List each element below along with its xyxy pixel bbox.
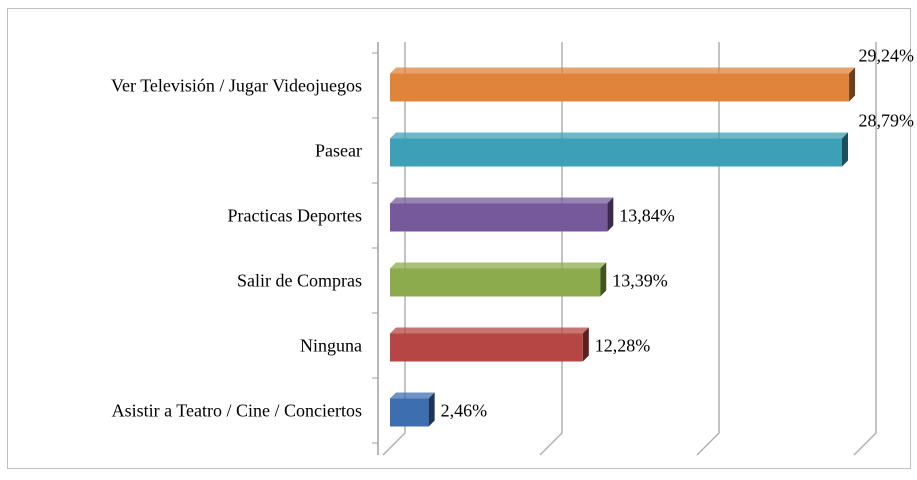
y-tick-label: Asistir a Teatro / Cine / Conciertos (112, 401, 362, 421)
y-tick-label: Pasear (315, 141, 362, 161)
bar-face (390, 333, 583, 362)
bar-face (582, 327, 589, 362)
bar-face (390, 67, 856, 74)
y-tick-label: Ver Televisión / Jugar Videojuegos (111, 76, 362, 96)
bar-face (390, 73, 850, 102)
bar-face (390, 398, 429, 427)
bar-face (428, 392, 435, 427)
grid-line (696, 42, 720, 456)
bar-face (390, 132, 849, 139)
y-tick-label: Salir de Compras (237, 271, 362, 291)
bar (390, 197, 614, 232)
bar-face (607, 197, 614, 232)
bar-face (390, 262, 607, 269)
y-tick-label: Ninguna (300, 336, 362, 356)
value-label: 29,24% (859, 46, 915, 66)
bar-face (390, 138, 843, 167)
bar-face (428, 392, 435, 427)
value-label: 13,39% (612, 271, 668, 291)
bar-face (390, 392, 435, 399)
bar-face (607, 197, 614, 232)
bar-face (390, 203, 608, 232)
bar-face (849, 67, 856, 102)
value-label: 12,28% (595, 336, 651, 356)
value-label: 2,46% (441, 401, 488, 421)
bar-face (390, 327, 589, 334)
bar (390, 392, 435, 427)
bar-face (842, 132, 849, 167)
bar-face (842, 132, 849, 167)
grid-line (853, 42, 877, 456)
value-label: 28,79% (859, 111, 915, 131)
bar-face (600, 262, 607, 297)
value-label: 13,84% (619, 206, 675, 226)
bar-face (849, 67, 856, 102)
grid-line (382, 42, 406, 456)
bar-face (390, 268, 601, 297)
grid-line (539, 42, 563, 456)
bar (390, 132, 849, 167)
y-tick-label: Practicas Deportes (228, 206, 362, 226)
bar (390, 67, 856, 102)
bar (390, 262, 607, 297)
bar (390, 327, 589, 362)
bar-face (582, 327, 589, 362)
bar-face (600, 262, 607, 297)
bar-face (390, 197, 614, 204)
